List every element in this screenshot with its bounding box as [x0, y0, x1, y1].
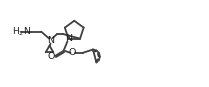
Text: O: O	[48, 52, 55, 61]
Text: H$_2$N: H$_2$N	[11, 25, 31, 38]
Text: N: N	[65, 34, 72, 43]
Text: N: N	[47, 36, 54, 45]
Text: O: O	[69, 48, 76, 57]
